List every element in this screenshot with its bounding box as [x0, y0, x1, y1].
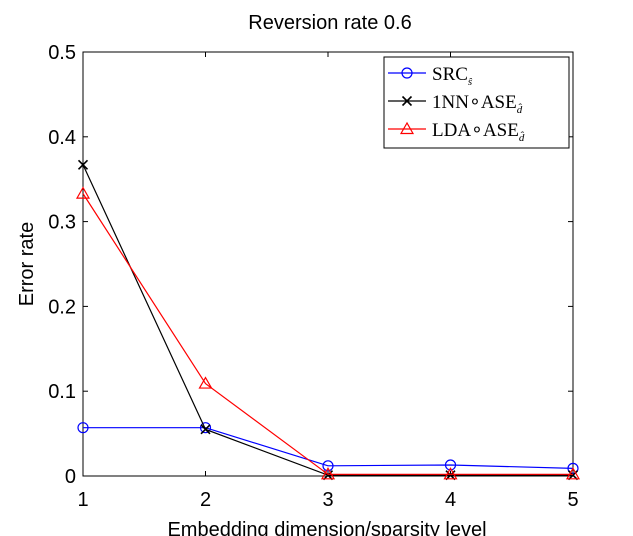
y-tick-label: 0.4: [48, 127, 76, 149]
legend-marker-x: [401, 95, 413, 107]
series-line: [82, 193, 573, 475]
legend-entry: LDA∘ASEd̂: [388, 120, 525, 144]
data-point-circle: [199, 422, 212, 434]
legend-label: LDA∘ASEd̂: [432, 120, 525, 144]
x-tick-label: 3: [322, 489, 333, 511]
y-tick-label: 0.1: [48, 381, 76, 403]
x-marker-stroke: [322, 470, 334, 481]
series-layer: [75, 159, 581, 481]
x-marker-stroke: [567, 470, 579, 481]
y-tick-label: 0.3: [48, 212, 76, 234]
data-point-triangle: [75, 186, 91, 199]
data-point-x: [567, 470, 579, 481]
x-tick-label: 1: [77, 489, 88, 511]
data-point-x: [77, 159, 89, 170]
y-tick-label: 0.2: [48, 296, 76, 318]
x-tick-label: 4: [445, 489, 456, 511]
y-axis-label: Error rate: [16, 222, 38, 306]
data-point-triangle: [565, 467, 581, 480]
data-point-triangle: [198, 376, 213, 389]
x-tick-label: 2: [200, 489, 211, 511]
data-point-circle: [322, 460, 334, 472]
series-2: [77, 159, 579, 481]
series-3: [75, 186, 581, 480]
legend-marker-circle: [401, 67, 413, 79]
data-point-circle: [567, 462, 579, 474]
x-marker-stroke: [200, 424, 211, 435]
legend-label: 1NN∘ASEd̂: [432, 92, 523, 116]
legend-marker-triangle: [399, 121, 415, 135]
data-point-circle: [444, 459, 457, 471]
legend-box: [383, 56, 570, 149]
y-tick-label: 0.5: [48, 42, 76, 64]
data-point-x: [445, 470, 456, 481]
data-point-triangle: [443, 467, 458, 480]
chart-title: Reversion rate 0.6: [248, 12, 411, 34]
legend-label-text: 1NN∘ASE: [432, 92, 517, 113]
x-marker-stroke: [401, 95, 413, 107]
legend-label-subscript: d̂: [517, 103, 523, 116]
x-marker-stroke: [445, 470, 456, 481]
data-point-triangle: [320, 467, 336, 480]
data-point-x: [200, 424, 211, 435]
legend-label-text: SRC: [432, 64, 468, 85]
y-tick-label: 0: [65, 466, 76, 488]
x-axis-label: Embedding dimension/sparsity level: [167, 519, 486, 536]
legend-label-subscript: ŝ: [468, 76, 473, 88]
series-1: [77, 422, 579, 474]
series-line: [83, 427, 574, 469]
legend-label-text: LDA∘ASE: [432, 120, 519, 141]
x-marker-stroke: [77, 159, 89, 170]
y-axis-ticks: 0 0.1 0.2 0.3 0.4 0.5: [48, 42, 573, 488]
legend-entry: 1NN∘ASEd̂: [388, 92, 523, 116]
legend-label-subscript: d̂: [519, 131, 525, 144]
legend-label: SRCŝ: [432, 64, 473, 88]
x-tick-label: 5: [567, 489, 578, 511]
legend-entry: SRCŝ: [388, 64, 473, 88]
data-point-circle: [77, 422, 89, 434]
